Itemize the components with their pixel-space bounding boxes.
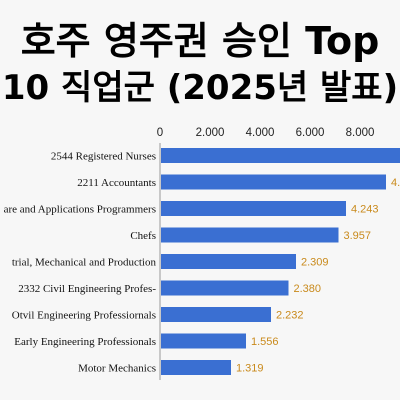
x-tick-label: 0: [157, 127, 163, 139]
x-tick-label: 6.000: [296, 127, 325, 139]
category-label: 2332 Civil Engineering Profes-: [18, 283, 156, 295]
category-label: are and Applications Programmers: [4, 204, 156, 216]
bar: [161, 360, 231, 375]
bar: [161, 307, 271, 322]
bar: [161, 148, 400, 163]
value-label: 2.309: [301, 257, 329, 269]
bar: [161, 333, 246, 349]
value-label: 4.243: [351, 204, 379, 216]
category-label: 2544 Registered Nurses: [51, 151, 156, 163]
chart-title-line2: 10 직업군 (2025년 발표): [1, 68, 399, 108]
bar: [161, 254, 296, 269]
value-label: 1.319: [236, 363, 264, 375]
category-label: trial, Mechanical and Production: [12, 257, 157, 269]
value-label: 3.957: [344, 230, 372, 242]
bar: [161, 174, 386, 190]
bar: [161, 227, 339, 243]
category-label: Motor Mechanics: [78, 363, 156, 375]
category-label: Otvil Engineering Professiornals: [12, 310, 156, 322]
value-label: 2.380: [294, 283, 322, 295]
x-tick-label: 4.000: [246, 127, 275, 139]
x-tick-label: 2.000: [196, 127, 225, 139]
value-label: 2.232: [276, 310, 304, 322]
bar: [161, 201, 346, 216]
x-tick-label: 8.000: [346, 127, 375, 139]
value-label: 1.556: [251, 336, 279, 348]
value-label: 4.: [391, 177, 400, 189]
category-label: 2211 Accountants: [77, 177, 156, 189]
chart-title-line1: 호주 영주권 승인 Top: [20, 19, 380, 63]
bar: [161, 280, 289, 296]
category-label: Early Engineering Professionals: [14, 336, 156, 348]
category-label: Chefs: [130, 230, 156, 242]
